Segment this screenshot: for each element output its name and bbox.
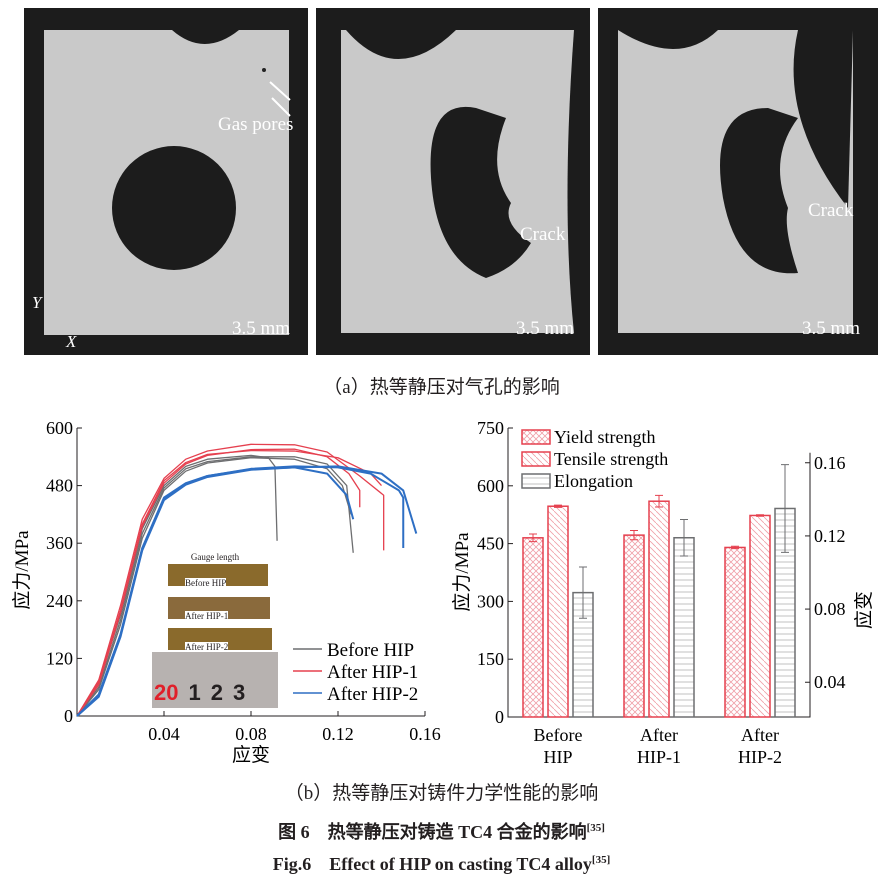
stress-strain-curve [76,449,382,717]
ruler-number: 1 [188,680,201,705]
inset-label: Before HIP [185,578,227,588]
y-tick-label: 450 [477,534,504,554]
ruler: 20 1 2 3 [152,652,278,708]
x-tick-label: 0.12 [322,724,354,744]
x-category-label: After [640,725,678,745]
legend-label: Yield strength [554,427,656,447]
legend-swatch [521,429,551,445]
stress-strain-curve [76,448,361,717]
scale-bar-label: 3.5 mm [802,318,861,339]
inset-label: After HIP-1 [185,611,229,621]
crack-label: Crack [808,200,854,221]
error-bar [630,529,638,541]
y-right-tick-label: 0.04 [814,672,846,692]
reference: [35] [586,822,605,834]
legend-swatch [521,473,551,489]
figure-title-en: Fig.6 Effect of HIP on casting TC4 alloy… [0,850,883,876]
stress-strain-curve [76,457,352,717]
gauge-length-label: Gauge length [190,552,240,562]
ct-image-after-hip-1: Crack 3.5 mm [316,8,590,355]
y-tick-label: 150 [477,649,504,669]
stress-strain-curve [76,466,355,717]
bar [724,546,746,718]
ct-image-after-hip-2: Crack 3.5 mm [598,8,878,355]
error-bar [781,464,789,553]
y-right-axis-label: 应变 [853,591,875,629]
x-category-label: Before [534,725,583,745]
mechanical-properties-bar-chart: 0 150 300 450 600 750 0.04 0.08 0.12 0.16 应力/MPa 应变… [451,418,875,767]
x-category-label: After [741,725,779,745]
x-category-label: HIP-2 [738,747,782,767]
legend-label: Before HIP [327,640,414,661]
error-bar [756,514,764,517]
figure-title-cn-text: 图 6 热等静压对铸造 TC4 合金的影响 [278,822,587,842]
error-bar [655,494,663,508]
y-right-tick-label: 0.16 [814,453,846,473]
inset-label: After HIP-2 [185,642,229,652]
y-right-tick-label: 0.08 [814,599,846,619]
y-tick-label: 0 [64,706,73,726]
y-tick-label: 300 [477,591,504,611]
crack-label: Crack [520,224,566,245]
bar [673,536,695,718]
x-category-label: HIP-1 [637,747,681,767]
arrow-icon [269,81,291,117]
y-tick-label: 240 [46,591,73,611]
ct-image-before-hip: Gas pores 3.5 mm Y X [24,8,308,355]
caption-a: （a）热等静压对气孔的影响 [323,377,560,398]
y-tick-label: 120 [46,648,73,668]
ruler-number: 3 [232,680,246,705]
y-tick-label: 600 [46,418,73,438]
y-right-tick-label: 0.12 [814,526,846,546]
scale-bar-label: 3.5 mm [516,318,575,339]
stress-strain-curve [76,443,385,717]
x-tick-label: 0.08 [235,724,267,744]
error-bar [579,566,587,619]
error-bar [680,518,688,557]
error-bar [731,545,739,550]
y-tick-label: 0 [495,707,504,727]
x-tick-label: 0.16 [409,724,441,744]
bar [623,534,645,718]
gas-pores-label: Gas pores [218,114,294,135]
x-axis-label: 应变 [232,744,270,766]
y-tick-label: 600 [477,476,504,496]
y-tick-label: 360 [46,533,73,553]
legend-label: Tensile strength [554,449,668,469]
y-axis-label: 应力/MPa [451,532,473,612]
axis-y-label: Y [32,293,42,312]
bar [522,537,544,718]
axis-x-label: X [66,332,77,351]
ruler-number: 2 [210,680,223,705]
y-tick-label: 750 [477,418,504,438]
error-bar [554,504,562,508]
legend-label: Elongation [554,471,633,491]
ruler-number: 20 [154,680,179,705]
figure-title-en-text: Fig.6 Effect of HIP on casting TC4 alloy [272,854,592,874]
legend-label: After HIP-2 [327,684,418,705]
y-axis-label: 应力/MPa [11,530,33,610]
caption-b: （b）热等静压对铸件力学性能的影响 [284,783,599,804]
legend-label: After HIP-1 [327,662,418,683]
y-tick-label: 480 [46,476,73,496]
figure-title-cn: 图 6 热等静压对铸造 TC4 合金的影响[35] [0,818,883,844]
bar [749,514,771,718]
specimen-inset-photo: Gauge length Before HIP After HIP-1 Afte… [150,552,278,708]
scale-bar-label: 3.5 mm [232,318,291,339]
reference: [35] [591,854,611,866]
x-tick-label: 0.04 [148,724,180,744]
legend-swatch [521,451,551,467]
x-category-label: HIP [543,747,572,767]
bar [547,505,569,718]
error-bar [529,533,537,543]
bar [648,500,670,718]
